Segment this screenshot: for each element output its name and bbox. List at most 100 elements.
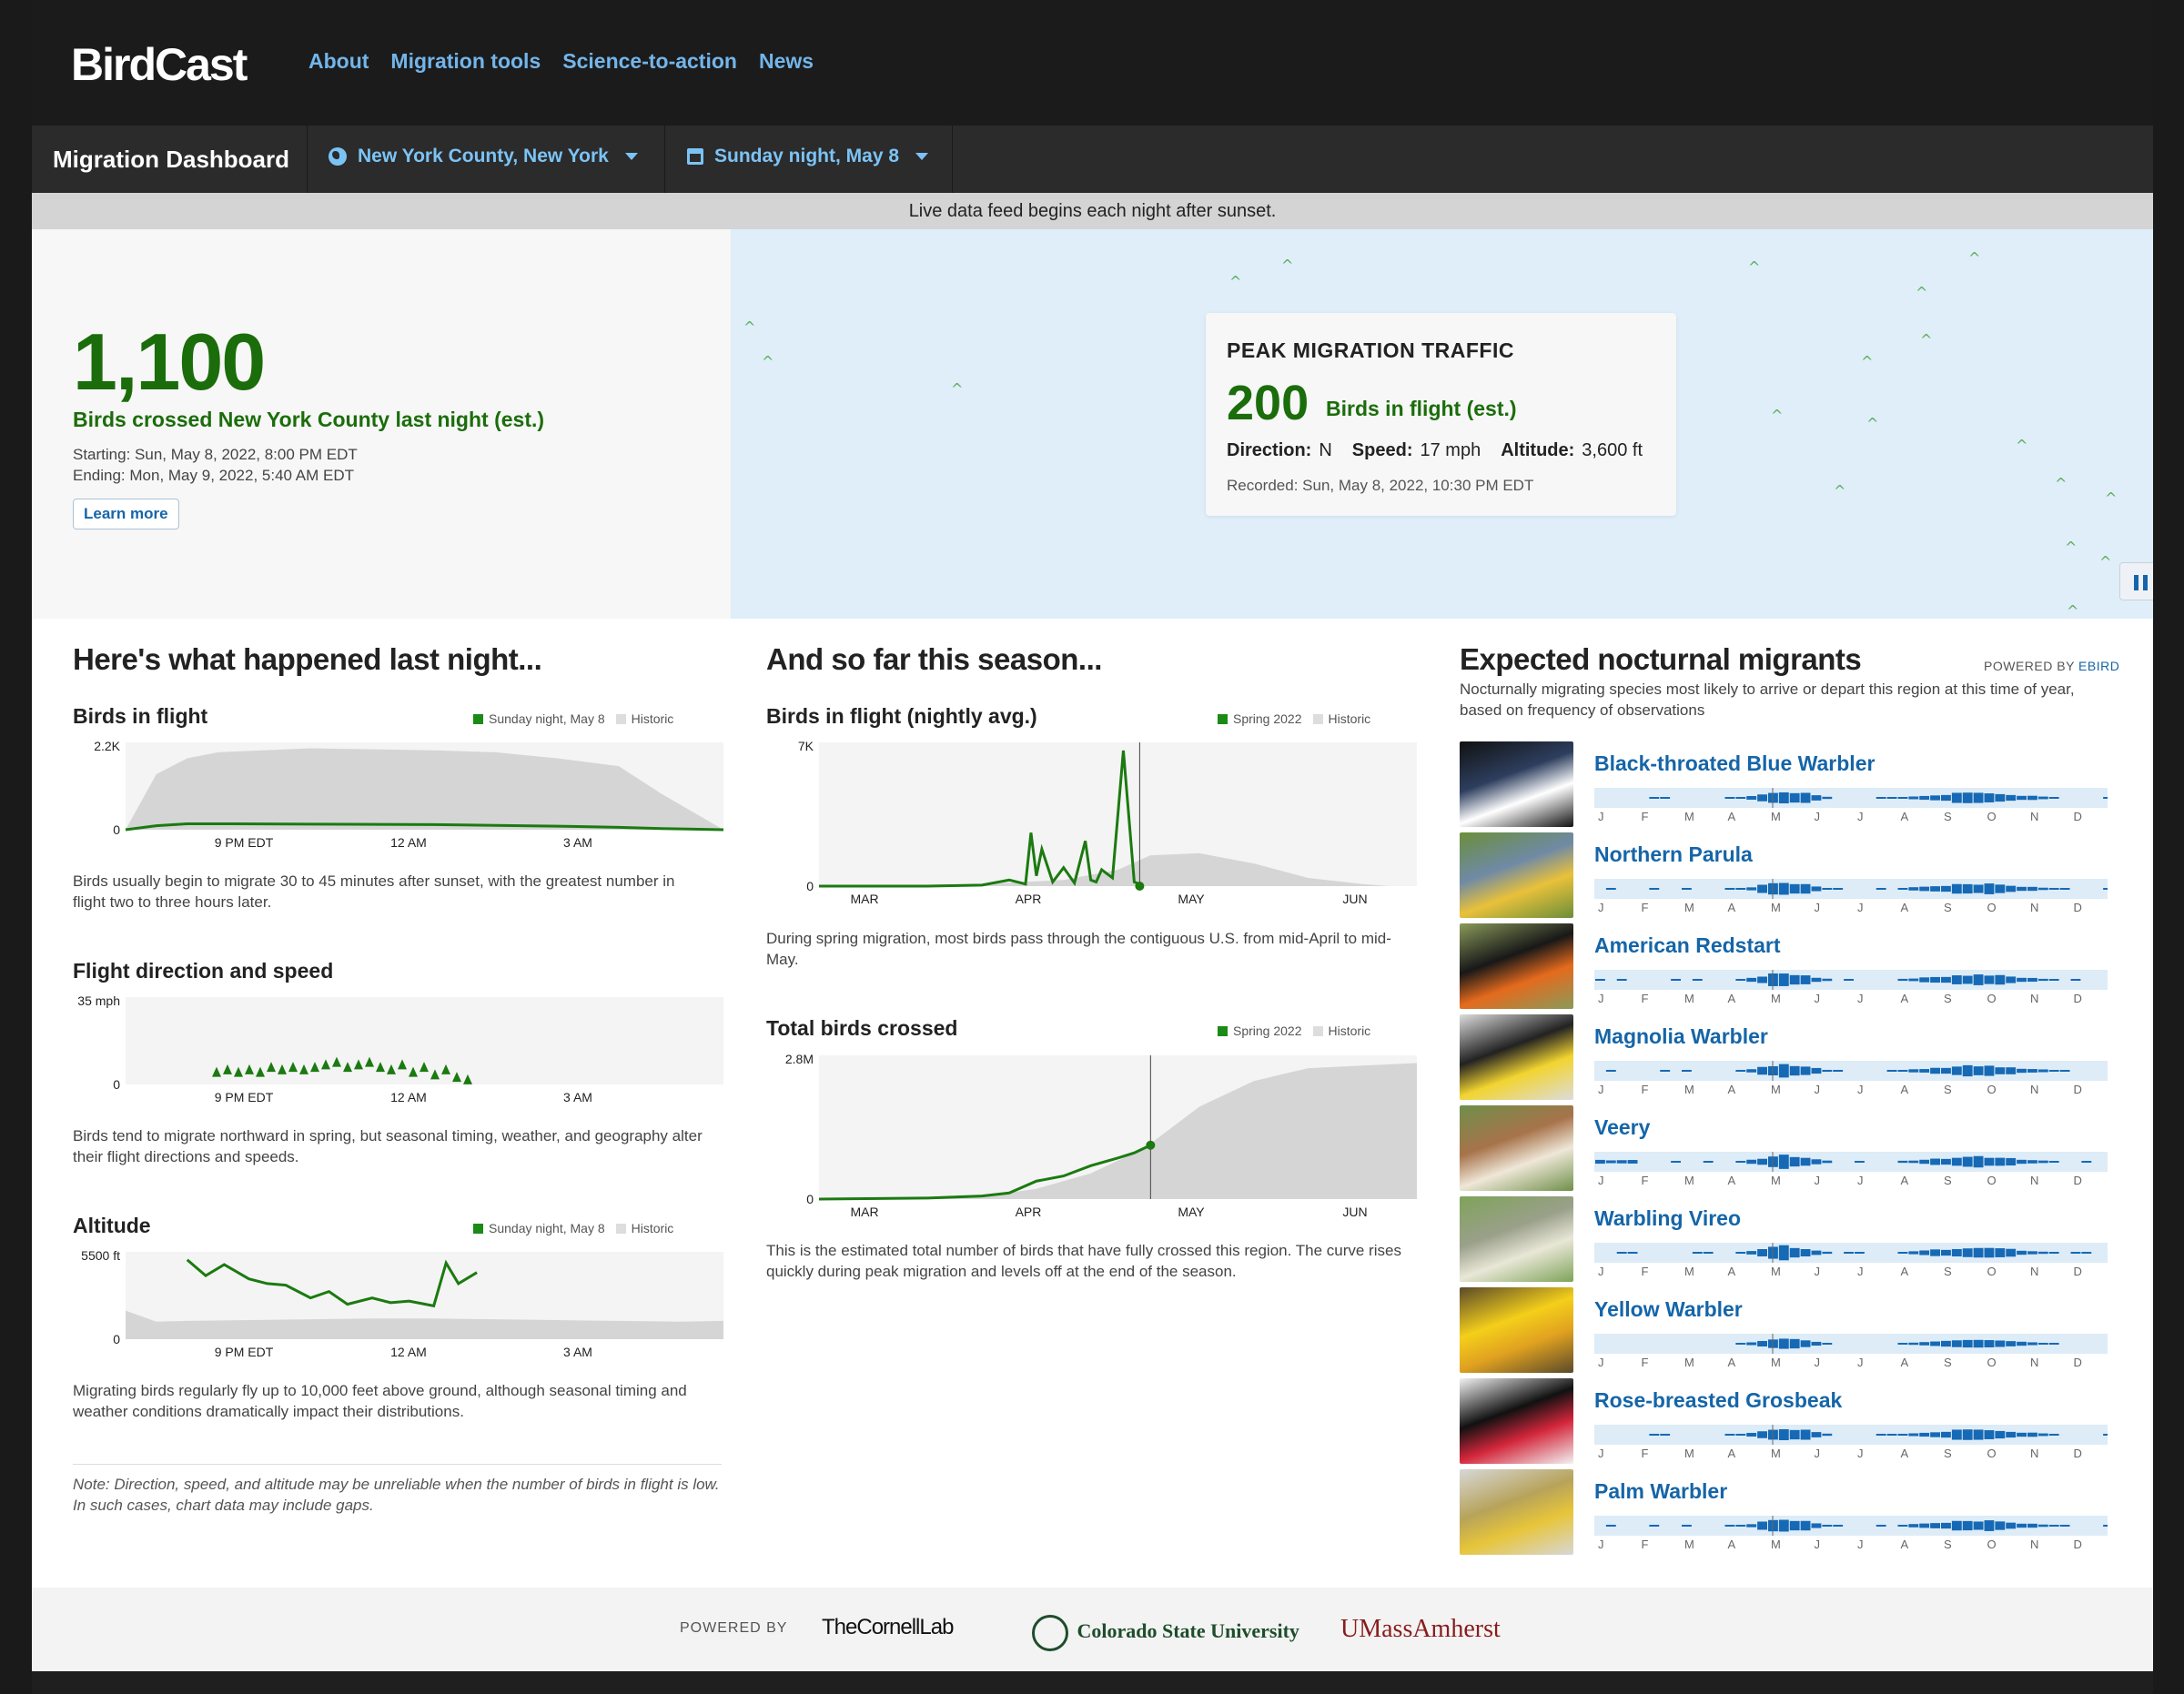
american-redstart-photo[interactable] xyxy=(1460,923,1573,1009)
species-name[interactable]: Rose-breasted Grosbeak xyxy=(1594,1388,1843,1412)
birds-in-flight-description: Birds usually begin to migrate 30 to 45 … xyxy=(73,872,675,911)
speed-label: Speed: xyxy=(1351,440,1413,460)
species-name[interactable]: Veery xyxy=(1594,1115,1651,1139)
frequency-bar xyxy=(1973,1429,1984,1440)
month-label: J xyxy=(1598,1447,1604,1459)
species-row[interactable]: American Redstart J F M A M J J A S O N D xyxy=(1460,921,2108,1012)
frequency-bar xyxy=(1757,1431,1767,1438)
frequency-bar xyxy=(1973,1521,1984,1530)
start-time: Starting: Sun, May 8, 2022, 8:00 PM EDT xyxy=(73,446,358,463)
cornell-lab-logo[interactable]: TheCornellLab xyxy=(822,1615,954,1639)
birdcast-logo[interactable]: BirdCast xyxy=(71,39,248,90)
frequency-bar-background xyxy=(1594,1516,2108,1536)
learn-more-button[interactable]: Learn more xyxy=(73,499,179,529)
frequency-bar xyxy=(1995,884,2006,893)
region-dropdown[interactable]: New York County, New York xyxy=(329,146,638,167)
frequency-bar xyxy=(1735,1525,1746,1527)
month-label: F xyxy=(1642,810,1649,822)
species-name[interactable]: American Redstart xyxy=(1594,933,1781,957)
chart-legend: Spring 2022 Historic xyxy=(1218,711,1370,726)
species-row[interactable]: Veery J F M A M J J A S O N D xyxy=(1460,1103,2108,1194)
month-label: A xyxy=(1901,1174,1909,1186)
page: BirdCast About Migration tools Science-t… xyxy=(32,0,2153,1671)
frequency-bar xyxy=(1605,1070,1616,1072)
species-name[interactable]: Magnolia Warbler xyxy=(1594,1024,1768,1048)
umass-amherst-logo[interactable]: UMassAmherst xyxy=(1340,1615,1501,1643)
nav-link-science-to-action[interactable]: Science-to-action xyxy=(562,49,737,73)
species-name[interactable]: Warbling Vireo xyxy=(1594,1206,1742,1230)
northern-parula-photo[interactable] xyxy=(1460,832,1573,918)
frequency-bar xyxy=(1735,797,1746,799)
frequency-bar xyxy=(1822,796,1833,800)
frequency-bar xyxy=(2027,1251,2037,1255)
current-line xyxy=(818,1144,1151,1201)
frequency-bar xyxy=(1746,1159,1757,1165)
region-label: New York County, New York xyxy=(358,146,609,166)
month-label: D xyxy=(2074,1538,2082,1550)
bird-marker: ^ xyxy=(1968,249,1981,267)
direction-marker xyxy=(463,1074,472,1084)
month-label: A xyxy=(1728,992,1736,1004)
flight-direction-chart[interactable]: 35 mph 0 9 PM EDT 12 AM 3 AM xyxy=(73,992,728,1106)
frequency-bar xyxy=(1811,1159,1822,1165)
frequency-bar xyxy=(1995,793,2006,802)
species-row[interactable]: Black-throated Blue Warbler J F M A M J J A S O N D xyxy=(1460,739,2108,830)
direction-marker xyxy=(234,1066,243,1077)
species-name[interactable]: Yellow Warbler xyxy=(1594,1297,1743,1321)
colorado-state-logo[interactable]: Colorado State University xyxy=(1032,1615,1299,1651)
palm-warbler-photo[interactable] xyxy=(1460,1469,1573,1555)
frequency-bar-background xyxy=(1594,1334,2108,1354)
frequency-bar xyxy=(1789,1429,1800,1440)
nav-link-migration-tools[interactable]: Migration tools xyxy=(390,49,541,73)
pause-button[interactable] xyxy=(2119,562,2153,600)
migrants-description: Nocturnally migrating species most likel… xyxy=(1460,681,2075,719)
frequency-bar xyxy=(1919,795,1930,801)
frequency-bar xyxy=(1616,1252,1627,1254)
month-label: A xyxy=(1901,1265,1909,1277)
species-row[interactable]: Yellow Warbler J F M A M J J A S O N D xyxy=(1460,1285,2108,1376)
species-row[interactable]: Palm Warbler J F M A M J J A S O N D xyxy=(1460,1467,2108,1558)
ebird-link[interactable]: EBIRD xyxy=(2078,659,2120,673)
species-row[interactable]: Magnolia Warbler J F M A M J J A S O N D xyxy=(1460,1012,2108,1103)
warbling-vireo-photo[interactable] xyxy=(1460,1196,1573,1282)
current-line xyxy=(186,1258,478,1308)
birds-in-flight-chart[interactable]: 2.2K 0 9 PM EDT 12 AM 3 AM xyxy=(73,733,728,852)
frequency-bar xyxy=(1757,1521,1767,1530)
frequency-bar xyxy=(1844,1252,1854,1254)
month-label: O xyxy=(1987,1265,1997,1277)
migration-map[interactable]: ^^^^^^^^^^^^^^^^^^^^^ PEAK MIGRATION TRA… xyxy=(731,229,2153,619)
species-row[interactable]: Northern Parula J F M A M J J A S O N D xyxy=(1460,830,2108,921)
species-name[interactable]: Black-throated Blue Warbler xyxy=(1594,751,1876,775)
month-label: A xyxy=(1728,1356,1736,1368)
species-name[interactable]: Northern Parula xyxy=(1594,842,1753,866)
frequency-bar xyxy=(1962,1429,1973,1440)
nav-link-about[interactable]: About xyxy=(308,49,369,73)
nightly-avg-chart[interactable]: 7K 0 MAR APR MAY JUN xyxy=(766,733,1421,908)
nightly-summary: 1,100 Birds crossed New York County last… xyxy=(32,229,731,619)
frequency-bar xyxy=(2017,1068,2027,1074)
frequency-bar xyxy=(1962,1248,1973,1257)
frequency-bar-background xyxy=(1594,879,2108,899)
altitude-value: 3,600 ft xyxy=(1582,440,1643,460)
species-row[interactable]: Rose-breasted Grosbeak J F M A M J J A S O N D xyxy=(1460,1376,2108,1467)
date-dropdown[interactable]: Sunday night, May 8 xyxy=(687,146,929,167)
species-row[interactable]: Warbling Vireo J F M A M J J A S O N D xyxy=(1460,1194,2108,1285)
veery-photo[interactable] xyxy=(1460,1105,1573,1191)
month-label: N xyxy=(2030,901,2038,913)
frequency-bar xyxy=(1951,792,1962,803)
species-name[interactable]: Palm Warbler xyxy=(1594,1479,1728,1503)
frequency-bar xyxy=(1941,976,1951,983)
frequency-bar xyxy=(1735,1434,1746,1436)
frequency-bar xyxy=(2103,1434,2108,1436)
black-throated-blue-warbler-photo[interactable] xyxy=(1460,741,1573,827)
yellow-warbler-photo[interactable] xyxy=(1460,1287,1573,1373)
frequency-bar xyxy=(1822,978,1833,982)
rose-breasted-grosbeak-photo[interactable] xyxy=(1460,1378,1573,1464)
y-tick-label: 7K xyxy=(798,739,814,753)
total-crossed-chart[interactable]: 2.8M 0 MAR APR MAY JUN xyxy=(766,1046,1421,1221)
nav-link-news[interactable]: News xyxy=(758,49,814,73)
magnolia-warbler-photo[interactable] xyxy=(1460,1014,1573,1100)
calendar-icon xyxy=(687,148,703,165)
month-label: J xyxy=(1598,992,1604,1004)
altitude-chart[interactable]: 5500 ft 0 9 PM EDT 12 AM 3 AM xyxy=(73,1246,728,1361)
